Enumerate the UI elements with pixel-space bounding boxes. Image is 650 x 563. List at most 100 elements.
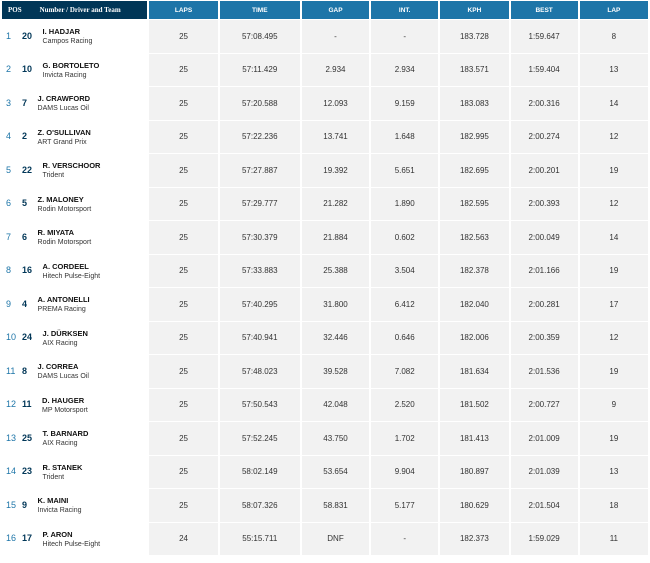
driver-name[interactable]: R. VERSCHOOR: [42, 161, 101, 171]
team-name: ART Grand Prix: [37, 138, 87, 146]
driver-name[interactable]: G. BORTOLETO: [42, 60, 100, 70]
best-cell: 1:59.404: [510, 53, 578, 86]
driver-info: J. DÜRKSEN AIX Racing: [43, 329, 88, 347]
position-cell: 5 22 R. VERSCHOOR Trident: [2, 154, 147, 187]
best-cell: 2:01.009: [510, 422, 578, 455]
team-name: Rodin Motorsport: [37, 239, 92, 247]
car-number: 20: [22, 30, 33, 41]
laps-cell: 24: [149, 522, 218, 555]
position: 15: [6, 499, 17, 510]
int-cell: -: [371, 20, 439, 53]
position-cell: 15 9 K. MAINI Invicta Racing: [2, 489, 147, 522]
lap-cell: 14: [579, 87, 648, 120]
laps-cell: 25: [149, 455, 218, 488]
gap-cell: 25.388: [301, 254, 370, 287]
driver-name[interactable]: J. CRAWFORD: [37, 94, 91, 104]
position: 11: [6, 365, 16, 376]
int-cell: 5.177: [371, 489, 439, 522]
driver-info: K. MAINI Invicta Racing: [38, 496, 82, 514]
int-cell: 7.082: [371, 355, 439, 388]
time-header[interactable]: TIME: [219, 1, 300, 19]
kph-cell: 182.563: [440, 221, 509, 254]
driver-info: D. HAUGER MP Motorsport: [42, 396, 88, 414]
lap-header[interactable]: LAP: [579, 1, 648, 19]
lap-cell: 13: [579, 53, 648, 86]
int-cell: 0.602: [371, 221, 439, 254]
time-cell: 57:08.495: [219, 20, 300, 53]
time-cell: 55:15.711: [219, 522, 300, 555]
driver-name[interactable]: I. HADJAR: [42, 27, 81, 37]
best-cell: 2:00.393: [510, 187, 578, 220]
int-cell: 9.904: [371, 455, 439, 488]
position-cell: 1 20 I. HADJAR Campos Racing: [2, 20, 147, 53]
lap-cell: 19: [579, 154, 648, 187]
team-name: Invicta Racing: [42, 71, 87, 79]
gap-cell: 43.750: [301, 422, 370, 455]
driver-name[interactable]: J. DÜRKSEN: [42, 328, 88, 338]
driver-name[interactable]: R. STANEK: [42, 462, 83, 472]
time-cell: 58:02.149: [219, 455, 300, 488]
lap-cell: 14: [579, 221, 648, 254]
driver-name[interactable]: A. CORDEEL: [42, 261, 89, 271]
table-row: 1 20 I. HADJAR Campos Racing 25 57:08.495 …: [2, 20, 648, 53]
table-row: 12 11 D. HAUGER MP Motorsport 25 57:50.543…: [2, 388, 648, 421]
driver-name[interactable]: Z. O'SULLIVAN: [37, 127, 91, 137]
best-cell: 2:01.504: [510, 489, 578, 522]
gap-cell: DNF: [301, 522, 370, 555]
kph-cell: 180.629: [440, 489, 509, 522]
team-name: AIX Racing: [42, 440, 78, 448]
driver-info: A. ANTONELLI PREMA Racing: [38, 295, 90, 313]
laps-cell: 25: [149, 422, 218, 455]
time-cell: 57:40.295: [219, 288, 300, 321]
gap-header[interactable]: GAP: [301, 1, 370, 19]
kph-cell: 182.595: [440, 187, 509, 220]
laps-header[interactable]: LAPS: [149, 1, 218, 19]
lap-cell: 12: [579, 120, 648, 153]
laps-cell: 25: [149, 288, 218, 321]
laps-cell: 25: [149, 87, 218, 120]
best-header[interactable]: BEST: [510, 1, 578, 19]
car-number: 23: [22, 466, 33, 477]
car-number: 9: [22, 499, 28, 510]
driver-name[interactable]: R. MIYATA: [37, 228, 75, 238]
position-cell: 16 17 P. ARON Hitech Pulse-Eight: [2, 523, 147, 556]
driver-name[interactable]: Z. MALONEY: [37, 194, 84, 204]
int-cell: 9.159: [371, 87, 439, 120]
best-cell: 2:00.281: [510, 288, 578, 321]
car-number: 7: [22, 97, 28, 108]
car-number: 5: [22, 198, 28, 209]
position: 4: [6, 131, 12, 142]
table-row: 5 22 R. VERSCHOOR Trident 25 57:27.887 19.…: [2, 154, 648, 187]
time-cell: 57:29.777: [219, 187, 300, 220]
gap-cell: 58.831: [301, 489, 370, 522]
team-name: AIX Racing: [42, 339, 78, 347]
driver-name[interactable]: A. ANTONELLI: [37, 295, 90, 305]
laps-cell: 25: [149, 187, 218, 220]
int-header[interactable]: INT.: [371, 1, 439, 19]
lap-cell: 19: [579, 422, 648, 455]
driver-info: P. ARON Hitech Pulse-Eight: [43, 530, 101, 548]
driver-info: R. VERSCHOOR Trident: [43, 161, 101, 179]
driver-name[interactable]: K. MAINI: [37, 496, 69, 506]
kph-cell: 180.897: [440, 455, 509, 488]
driver-name[interactable]: P. ARON: [42, 529, 73, 539]
team-name: MP Motorsport: [42, 406, 88, 414]
laps-cell: 25: [149, 221, 218, 254]
int-cell: 3.504: [371, 254, 439, 287]
int-cell: 2.934: [371, 53, 439, 86]
best-cell: 2:01.166: [510, 254, 578, 287]
position: 16: [6, 533, 17, 544]
driver-name[interactable]: D. HAUGER: [42, 395, 85, 405]
driver-name[interactable]: T. BARNARD: [42, 429, 89, 439]
driver-name[interactable]: J. CORREA: [37, 362, 79, 372]
gap-cell: 21.884: [301, 221, 370, 254]
lap-cell: 18: [579, 489, 648, 522]
kph-header[interactable]: KPH: [440, 1, 509, 19]
int-cell: 0.646: [371, 321, 439, 354]
driver-info: J. CORREA DAMS Lucas Oil: [38, 362, 89, 380]
lap-cell: 13: [579, 455, 648, 488]
